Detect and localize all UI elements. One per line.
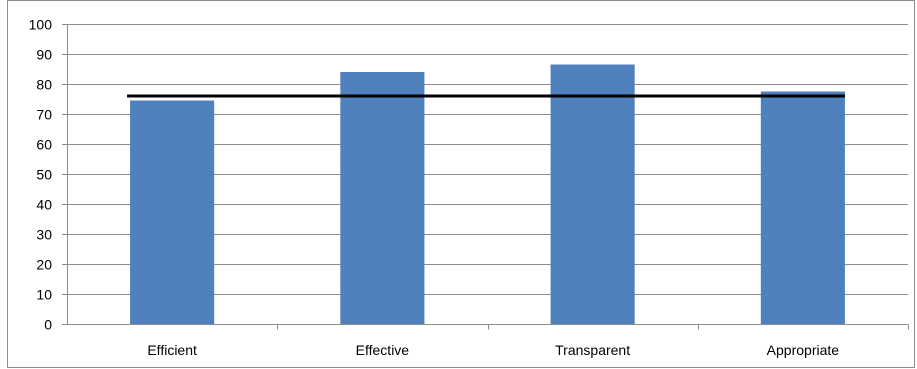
- bar: [340, 72, 425, 324]
- bar: [130, 100, 215, 324]
- x-tick-label: Transparent: [555, 342, 630, 358]
- x-tick-label: Appropriate: [767, 342, 840, 358]
- bars: [130, 64, 845, 324]
- y-tick-label: 70: [36, 107, 52, 123]
- bar: [760, 91, 845, 324]
- y-tick-label: 90: [36, 47, 52, 63]
- axes: [62, 24, 909, 330]
- x-tick-label: Efficient: [147, 342, 197, 358]
- y-tick-label: 60: [36, 137, 52, 153]
- bar: [550, 64, 635, 324]
- y-tick-label: 20: [36, 257, 52, 273]
- y-tick-label: 0: [44, 317, 52, 333]
- y-axis-tick-labels: 0 10 20 30 40 50 60 70 80 90 100: [29, 17, 53, 333]
- y-tick-label: 10: [36, 287, 52, 303]
- y-tick-label: 30: [36, 227, 52, 243]
- y-tick-label: 100: [29, 17, 53, 33]
- y-tick-label: 40: [36, 197, 52, 213]
- x-axis-tick-labels: Efficient Effective Transparent Appropriate: [147, 342, 839, 358]
- y-tick-label: 80: [36, 77, 52, 93]
- x-tick-label: Effective: [356, 342, 410, 358]
- y-tick-label: 50: [36, 167, 52, 183]
